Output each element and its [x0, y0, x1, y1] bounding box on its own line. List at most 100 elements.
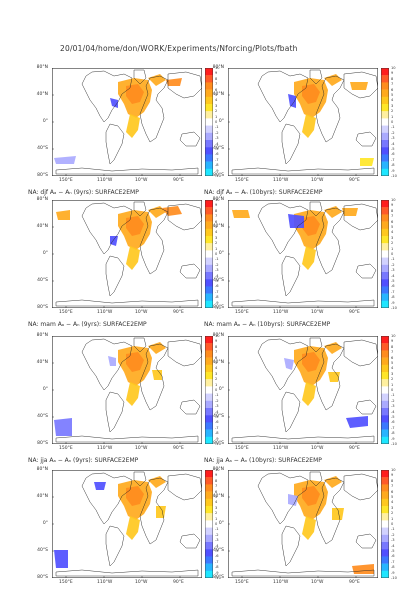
colorbar-tick-label: -4	[391, 273, 395, 278]
anomaly-map	[52, 470, 202, 578]
colorbar-swatch	[381, 542, 389, 550]
colorbar-tick-label: -8	[391, 295, 395, 300]
colorbar-swatch	[205, 570, 213, 578]
colorbar-tick-label: -9	[215, 570, 219, 575]
lat-tick-label: 0°	[218, 251, 224, 256]
lon-tick-label: 110°W	[273, 580, 289, 585]
colorbar-tick-label: 5	[391, 225, 394, 229]
lon-tick-label: 150°E	[235, 310, 249, 315]
colorbar-tick-label: 1	[215, 246, 218, 251]
anomaly-region	[288, 214, 304, 228]
colorbar-swatch	[381, 570, 389, 578]
colorbar-tick-label: 1	[215, 382, 218, 387]
lat-tick-label: 80°N	[36, 333, 48, 338]
colorbar-swatch	[205, 386, 213, 394]
colorbar-frame	[381, 68, 389, 176]
colorbar-swatch	[381, 104, 389, 112]
panel-caption: NA: jja Aₐ − Aₙ (10byrs): SURFACE2EMP	[204, 457, 322, 464]
colorbar-swatch	[205, 154, 213, 162]
colorbar-tick-label: -9	[215, 436, 219, 441]
coastline	[315, 343, 345, 411]
colorbar-swatch	[205, 549, 213, 557]
map-panel: 80°N 40°N 0° 40°S 80°S 150°E 110°W 10°W 90°E 10 9 8…	[28, 65, 248, 208]
coastline	[55, 569, 199, 577]
colorbar-tick-label: 7	[391, 350, 394, 355]
lat-tick-label: 40°N	[36, 360, 48, 365]
coastline	[281, 123, 301, 165]
colorbar-swatch	[381, 422, 389, 430]
colorbar-swatch	[205, 82, 213, 90]
coastline	[105, 525, 125, 567]
coastline	[179, 263, 201, 279]
colorbar-tick-label: -7	[391, 157, 395, 162]
colorbar-tick-label: 8	[391, 208, 394, 213]
colorbar-tick-label: 3	[391, 235, 394, 240]
colorbar-swatch	[205, 272, 213, 280]
lon-tick-label: 10°W	[135, 178, 148, 183]
colorbar-tick-label: -9	[391, 300, 395, 305]
colorbar-tick-label: -9	[391, 168, 395, 173]
colorbar-swatch	[205, 506, 213, 514]
colorbar-tick-label: 2	[215, 109, 218, 114]
lat-tick-label: 40°S	[213, 278, 224, 283]
colorbar	[381, 336, 389, 444]
colorbar-tick-label: -2	[215, 130, 219, 135]
map-panel: 80°N 40°N 0° 40°S 80°S 150°E 110°W 10°W 90°E 10 9 8…	[37, 467, 248, 610]
colorbar-swatch	[381, 250, 389, 258]
colorbar-tick-label: 4	[215, 230, 218, 235]
colorbar-tick-label: 4	[215, 500, 218, 505]
map-panel: 80°N 40°N 0° 40°S 80°S 150°E 110°W 10°W 90°E 10 9 8…	[204, 65, 416, 208]
colorbar-swatch	[205, 422, 213, 430]
coastline	[167, 339, 202, 367]
coastline	[167, 473, 202, 501]
colorbar-frame	[205, 200, 213, 308]
colorbar-tick-label: 1	[391, 114, 394, 119]
coastline	[105, 391, 125, 433]
coastline	[257, 338, 309, 391]
colorbar-tick-label: -9	[215, 168, 219, 173]
colorbar-swatch	[381, 386, 389, 394]
colorbar-swatch	[205, 400, 213, 409]
colorbar-tick-label: -3	[391, 538, 395, 543]
coastline	[179, 131, 201, 147]
colorbar-tick-label: 0	[391, 120, 394, 124]
lat-tick-label: 80°N	[36, 65, 48, 70]
colorbar-tick-label: 3	[215, 505, 218, 510]
colorbar-swatch	[381, 556, 389, 564]
colorbar	[205, 68, 213, 176]
coastline	[105, 255, 125, 297]
colorbar-tick-label: 10	[215, 468, 220, 472]
colorbar-tick-label: 7	[391, 484, 394, 489]
colorbar-tick-label: 4	[215, 366, 218, 371]
coastline	[343, 473, 378, 501]
colorbar-tick-label: -9	[215, 300, 219, 305]
coastline	[343, 203, 378, 231]
colorbar-swatch	[205, 484, 213, 492]
anomaly-region	[126, 352, 144, 372]
anomaly-region	[302, 382, 316, 406]
lon-tick-label: 150°E	[235, 446, 249, 451]
colorbar-swatch	[205, 429, 213, 437]
lon-tick-label: 110°W	[97, 446, 113, 451]
colorbar-tick-label: -6	[391, 284, 395, 289]
lat-tick-label: 40°S	[213, 146, 224, 151]
colorbar-swatch	[205, 527, 213, 535]
anomaly-map	[228, 200, 378, 308]
anomaly-region	[302, 516, 316, 540]
colorbar-tick-label: -5	[391, 279, 395, 283]
colorbar-tick-label: -10	[391, 442, 397, 446]
coastline	[139, 75, 169, 143]
colorbar-tick-label: -8	[215, 295, 219, 300]
colorbar-swatch	[205, 364, 213, 373]
colorbar-swatch	[205, 415, 213, 423]
colorbar-labels: 10 9 8 7 6 5 4 3 2 1 0 -1 -2 -3 -4 -5 -6 -7 -8 -9 -10	[215, 198, 245, 310]
lat-tick-label: 80°S	[213, 173, 224, 178]
colorbar-tick-label: 5	[215, 495, 218, 499]
lat-tick-label: 40°S	[37, 548, 48, 553]
colorbar-swatch	[381, 125, 389, 133]
lat-tick-label: 80°N	[36, 197, 48, 202]
anomaly-map	[52, 200, 202, 308]
coastline	[355, 399, 377, 415]
colorbar-swatch	[205, 279, 213, 287]
colorbar-swatch	[381, 506, 389, 514]
